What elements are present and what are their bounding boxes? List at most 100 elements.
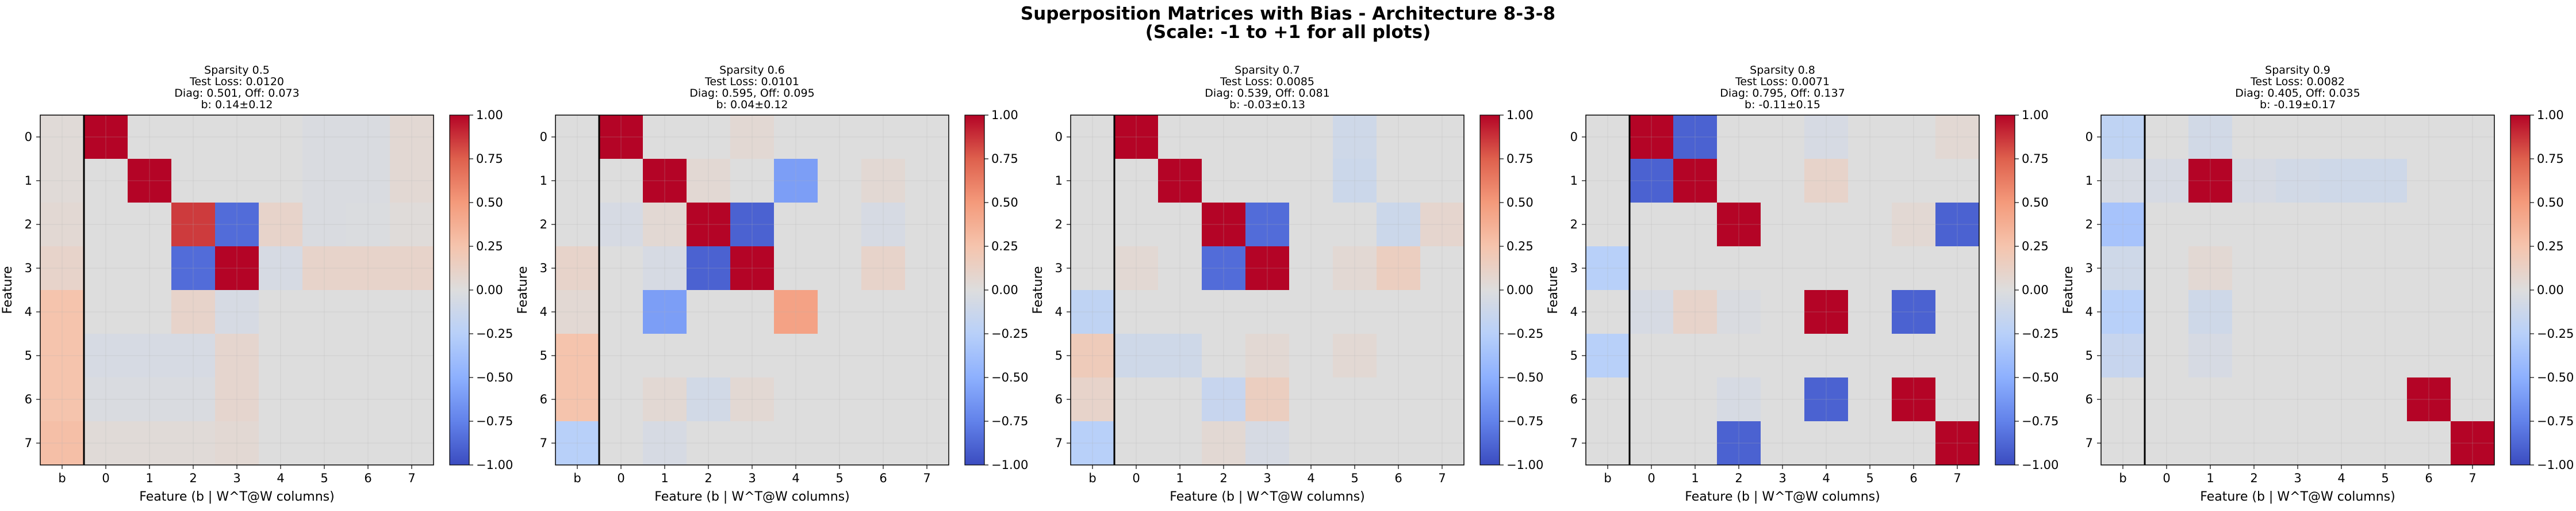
heatmap-cell [774, 159, 818, 203]
heatmap-cell [2407, 290, 2451, 334]
heatmap-cell [1761, 115, 1805, 159]
heatmap-cell [2101, 334, 2145, 378]
heatmap-cell [905, 115, 949, 159]
heatmap-cell [2320, 334, 2364, 378]
heatmap-cell [2451, 377, 2495, 422]
heatmap-cell [1717, 290, 1761, 334]
x-tick-label: 4 [1822, 471, 1830, 485]
heatmap-cell [1804, 115, 1849, 159]
x-tick-label: 4 [792, 471, 799, 485]
heatmap-cell [1630, 334, 1674, 378]
colorbar-tick-label: −0.25 [2537, 327, 2574, 341]
heatmap-cell [599, 421, 643, 466]
heatmap-cell [1114, 246, 1159, 291]
heatmap-cell [555, 334, 600, 378]
heatmap-cell [1289, 334, 1333, 378]
colorbar-tick-label: 0.50 [476, 196, 503, 209]
x-tick-label: 1 [1691, 471, 1699, 485]
heatmap-cell [1158, 159, 1202, 203]
heatmap-cell [346, 246, 390, 291]
y-tick-label: 4 [2086, 305, 2093, 319]
heatmap-cell [2188, 203, 2233, 247]
heatmap-cell [2363, 159, 2408, 203]
heatmap-cell [643, 290, 687, 334]
heatmap-cell [730, 334, 775, 378]
y-tick-label: 3 [2086, 261, 2093, 275]
heatmap-cell [1673, 159, 1718, 203]
y-tick-label: 6 [1055, 392, 1063, 406]
heatmap-cell [1804, 290, 1849, 334]
heatmap-cell [555, 290, 600, 334]
heatmap-cell [2232, 377, 2276, 422]
panel-title-line: Diag: 0.501, Off: 0.073 [174, 87, 299, 100]
heatmap-cell [1892, 377, 1936, 422]
colorbar-tick-label: −0.25 [2022, 327, 2058, 341]
heatmap-cell [643, 421, 687, 466]
heatmap-cell [1202, 115, 1246, 159]
heatmap-cell [259, 290, 303, 334]
heatmap-cell [2101, 421, 2145, 466]
panel-title-line: Sparsity 0.5 [204, 64, 270, 77]
x-axis-label: Feature (b | W^T@W columns) [1685, 490, 1880, 504]
heatmap-cell [1761, 203, 1805, 247]
x-tick-label: 5 [1866, 471, 1873, 485]
heatmap-cell [40, 290, 85, 334]
x-tick-label: 6 [879, 471, 887, 485]
heatmap-cell [1158, 246, 1202, 291]
colorbar-tick-label: −0.75 [991, 414, 1028, 428]
heatmap-cell [643, 159, 687, 203]
colorbar-tick-label: 0.75 [991, 152, 1018, 166]
heatmap-cell [1333, 334, 1377, 378]
heatmap-cell [1377, 203, 1421, 247]
heatmap-cell [259, 334, 303, 378]
heatmap-cell [1630, 159, 1674, 203]
heatmap-cell [1202, 159, 1246, 203]
y-tick-label: 4 [1055, 305, 1063, 319]
colorbar-tick-label: 0.00 [2022, 283, 2049, 297]
heatmap-cell [2188, 290, 2233, 334]
heatmap-cell [1420, 246, 1465, 291]
heatmap-cell [390, 115, 434, 159]
heatmap-cell [84, 377, 128, 422]
panel-title-line: Sparsity 0.6 [719, 64, 785, 77]
x-tick-label: 6 [2425, 471, 2432, 485]
heatmap-cell [2320, 203, 2364, 247]
heatmap-cell [1202, 290, 1246, 334]
heatmap-cell [1935, 115, 1980, 159]
heatmap-cell [730, 159, 775, 203]
heatmap-cell [1935, 421, 1980, 466]
heatmap-cell [1245, 203, 1290, 247]
heatmap-cell [1333, 246, 1377, 291]
heatmap-cell [1071, 377, 1115, 422]
y-tick-label: 4 [25, 305, 32, 319]
heatmap-cell [259, 203, 303, 247]
x-tick-label: 2 [189, 471, 197, 485]
heatmap-cell [259, 246, 303, 291]
heatmap-panel-0: Sparsity 0.5 Test Loss: 0.0120 Diag: 0.501… [1, 64, 513, 504]
x-tick-label: 5 [2381, 471, 2389, 485]
heatmap-cell [861, 203, 906, 247]
heatmap-cell [40, 159, 85, 203]
colorbar-tick-label: 0.50 [991, 196, 1018, 209]
heatmap-cell [905, 159, 949, 203]
y-tick-label: 5 [1570, 349, 1578, 363]
x-axis-label: Feature (b | W^T@W columns) [654, 490, 849, 504]
heatmap-cell [687, 421, 731, 466]
heatmap-cell [1804, 159, 1849, 203]
panel-title-line: Sparsity 0.7 [1235, 64, 1300, 77]
heatmap-cell [687, 159, 731, 203]
heatmap-cell [2145, 334, 2189, 378]
heatmap-cell [2407, 246, 2451, 291]
heatmap-cell [1935, 334, 1980, 378]
heatmap-cell [861, 334, 906, 378]
heatmap-cell [1202, 334, 1246, 378]
heatmap-cell [1158, 421, 1202, 466]
y-tick-label: 7 [1570, 436, 1578, 450]
heatmap-cell [1673, 421, 1718, 466]
heatmap-cell [774, 203, 818, 247]
y-tick-label: 1 [540, 174, 547, 188]
heatmap-cell [599, 203, 643, 247]
heatmap-cell [1717, 115, 1761, 159]
heatmap-cell [1377, 159, 1421, 203]
heatmap-cell [1848, 246, 1892, 291]
